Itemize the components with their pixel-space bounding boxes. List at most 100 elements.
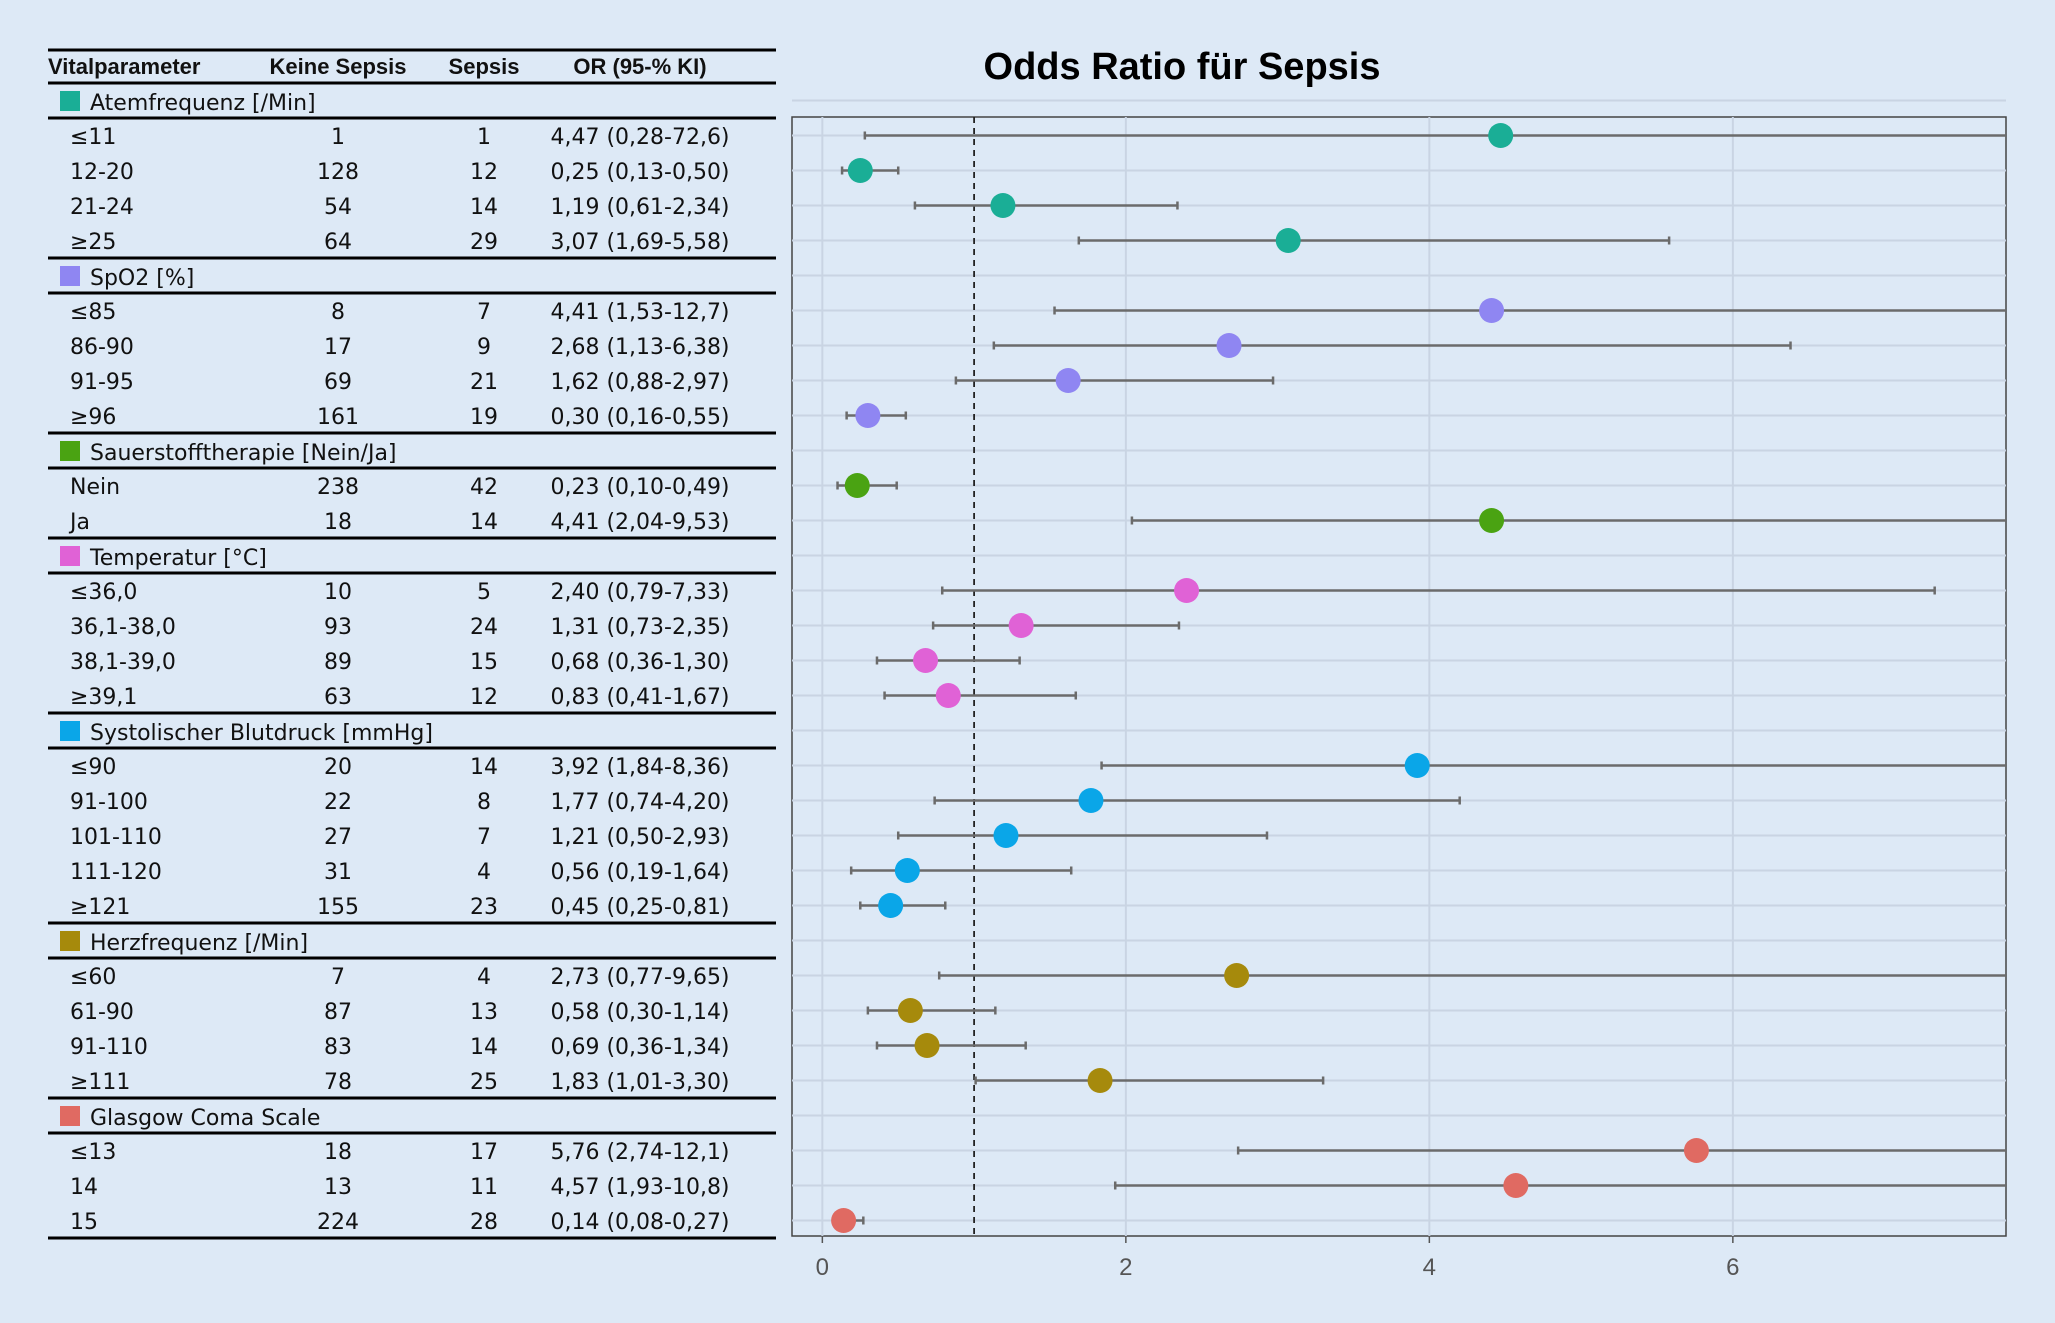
row-keine-sepsis-count: 224 [317,1210,359,1235]
or-point [878,893,904,918]
or-point [914,1033,940,1058]
row-keine-sepsis-count: 22 [324,790,352,815]
row-or-text: 0,45 (0,25-0,81) [550,895,729,920]
group-color-swatch [60,546,80,566]
row-or-text: 4,41 (1,53-12,7) [550,300,729,325]
row-label: ≥121 [70,895,130,920]
row-sepsis-count: 19 [470,405,498,430]
or-point [993,823,1019,848]
header-keine-sepsis: Keine Sepsis [270,54,407,79]
row-label: 86-90 [70,335,134,360]
row-label: 36,1-38,0 [70,615,176,640]
or-point [897,998,923,1023]
or-point [1055,368,1081,393]
row-keine-sepsis-count: 63 [324,685,352,710]
row-sepsis-count: 11 [470,1175,498,1200]
row-or-text: 0,68 (0,36-1,30) [550,650,729,675]
row-sepsis-count: 21 [470,370,498,395]
group-label: Glasgow Coma Scale [90,1106,320,1131]
row-sepsis-count: 12 [470,685,498,710]
row-keine-sepsis-count: 27 [324,825,352,850]
row-sepsis-count: 4 [477,860,491,885]
group-color-swatch [60,266,80,286]
row-or-text: 0,69 (0,36-1,34) [550,1035,729,1060]
row-label: ≤90 [70,755,116,780]
row-sepsis-count: 15 [470,650,498,675]
or-point [1008,613,1034,638]
group-label: Sauerstofftherapie [Nein/Ja] [90,441,397,466]
header-or: OR (95-% KI) [573,54,706,79]
row-sepsis-count: 14 [470,195,498,220]
chart-title: Odds Ratio für Sepsis [984,46,1381,88]
row-or-text: 1,21 (0,50-2,93) [550,825,729,850]
group-color-swatch [60,441,80,461]
row-keine-sepsis-count: 155 [317,895,359,920]
row-label: 91-95 [70,370,134,395]
row-keine-sepsis-count: 1 [331,125,345,150]
row-label: 38,1-39,0 [70,650,176,675]
or-point [894,858,920,883]
row-sepsis-count: 4 [477,965,491,990]
row-sepsis-count: 28 [470,1210,498,1235]
group-label: Herzfrequenz [/Min] [90,931,308,956]
or-point [1174,578,1200,603]
row-or-text: 2,40 (0,79-7,33) [550,580,729,605]
or-point [847,158,873,183]
or-point [990,193,1016,218]
row-label: 14 [70,1175,98,1200]
row-keine-sepsis-count: 13 [324,1175,352,1200]
row-sepsis-count: 1 [477,125,491,150]
or-point [831,1208,857,1233]
group-color-swatch [60,931,80,951]
row-or-text: 3,07 (1,69-5,58) [550,230,729,255]
or-point [1404,753,1430,778]
or-point [1078,788,1104,813]
or-point [1224,963,1250,988]
row-or-text: 3,92 (1,84-8,36) [550,755,729,780]
or-point [844,473,870,498]
row-sepsis-count: 14 [470,755,498,780]
row-or-text: 4,41 (2,04-9,53) [550,510,729,535]
row-sepsis-count: 14 [470,1035,498,1060]
row-sepsis-count: 14 [470,510,498,535]
row-keine-sepsis-count: 54 [324,195,352,220]
row-sepsis-count: 42 [470,475,498,500]
row-or-text: 0,14 (0,08-0,27) [550,1210,729,1235]
header-sepsis: Sepsis [449,54,520,79]
row-keine-sepsis-count: 64 [324,230,352,255]
row-sepsis-count: 29 [470,230,498,255]
data-table: Vitalparameter Keine Sepsis Sepsis OR (95-%… [48,48,776,1240]
row-sepsis-count: 13 [470,1000,498,1025]
plot-area: 0 2 4 6 [791,99,2007,1281]
group-color-swatch [60,1106,80,1126]
row-label: 91-110 [70,1035,148,1060]
row-keine-sepsis-count: 238 [317,475,359,500]
or-point [1503,1173,1529,1198]
row-sepsis-count: 7 [477,300,491,325]
row-or-text: 0,83 (0,41-1,67) [550,685,729,710]
row-sepsis-count: 23 [470,895,498,920]
row-sepsis-count: 24 [470,615,498,640]
row-sepsis-count: 5 [477,580,491,605]
or-point [1488,123,1514,148]
row-keine-sepsis-count: 89 [324,650,352,675]
or-point [1479,298,1505,323]
row-or-text: 2,68 (1,13-6,38) [550,335,729,360]
or-point [1479,508,1505,533]
row-or-text: 0,58 (0,30-1,14) [550,1000,729,1025]
row-label: ≥111 [70,1070,130,1095]
or-point [1683,1138,1709,1163]
row-label: ≥39,1 [70,685,137,710]
row-sepsis-count: 17 [470,1140,498,1165]
row-label: 101-110 [70,825,162,850]
group-color-swatch [60,721,80,741]
row-or-text: 4,47 (0,28-72,6) [550,125,729,150]
row-sepsis-count: 25 [470,1070,498,1095]
row-label: ≤11 [70,125,116,150]
group-label: Systolischer Blutdruck [mmHg] [90,721,433,746]
row-label: 111-120 [70,860,162,885]
row-keine-sepsis-count: 31 [324,860,352,885]
or-point [855,403,881,428]
row-keine-sepsis-count: 8 [331,300,345,325]
